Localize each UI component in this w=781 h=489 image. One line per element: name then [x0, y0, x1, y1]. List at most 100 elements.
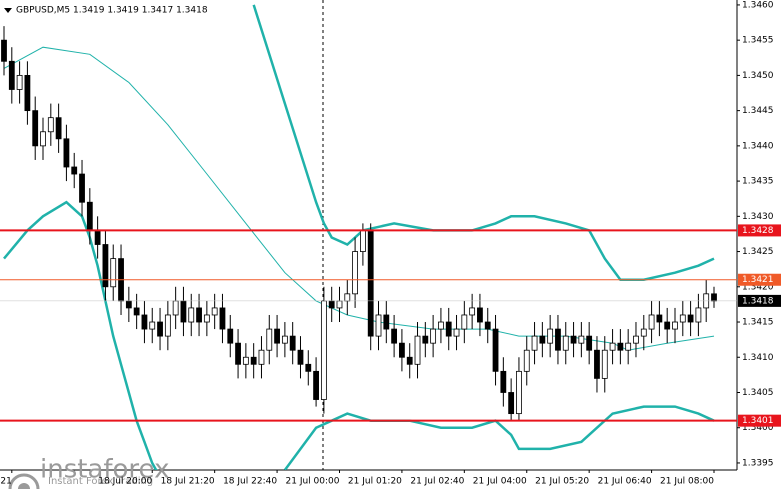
candle-body	[375, 314, 382, 337]
candle-body	[172, 300, 179, 316]
candle-body	[492, 328, 499, 372]
y-tick-label: 1.3420	[742, 282, 774, 292]
candle-body	[609, 342, 616, 351]
candle-body	[336, 300, 343, 309]
candle-body	[625, 342, 632, 351]
candle-body	[422, 335, 429, 344]
candle-body	[383, 314, 390, 330]
candle-body	[188, 307, 195, 323]
candle-body	[141, 314, 148, 330]
y-tick-label: 1.3400	[742, 423, 774, 433]
candle-body	[55, 117, 62, 140]
y-tick-label: 1.3460	[742, 0, 774, 10]
candle-body	[438, 321, 444, 330]
candle-body	[656, 314, 663, 323]
x-tick-label: 21 Jul 01:20	[348, 477, 402, 487]
y-tick-label: 1.3440	[742, 141, 774, 151]
level-label: 1.3421	[742, 275, 774, 285]
candle-body	[102, 244, 109, 288]
candle-body	[672, 321, 678, 330]
y-tick-label: 1.3430	[742, 212, 774, 222]
candle-body	[430, 328, 437, 344]
candle-body	[617, 342, 624, 351]
candle-body	[477, 307, 483, 323]
y-tick-label: 1.3405	[742, 388, 774, 398]
y-tick-label: 1.3445	[742, 106, 774, 116]
logo: instaforex Instant Forex Trading	[0, 455, 180, 489]
candle-body	[110, 258, 117, 288]
candle-body	[601, 349, 608, 379]
candle-body	[344, 293, 351, 302]
candle-body	[695, 307, 702, 323]
current-price-label: 1.3418	[742, 296, 774, 306]
candle-body	[547, 328, 554, 344]
candle-body	[235, 342, 241, 365]
candle-body	[414, 335, 421, 365]
candle-body	[320, 300, 327, 400]
candle-body	[328, 300, 335, 309]
candle-body	[227, 328, 234, 344]
x-tick-label: 21 Jul 08:00	[660, 477, 714, 487]
candle-body	[679, 314, 686, 323]
candle-body	[687, 314, 694, 323]
level-label-bg	[738, 273, 781, 286]
candle-body	[313, 370, 319, 400]
candle-body	[500, 370, 507, 393]
x-tick-label: 21 Jul 00:00	[286, 477, 340, 487]
x-tick-label: 18 Jul 22:40	[223, 477, 277, 487]
candle-body	[71, 166, 78, 175]
candle-body	[16, 74, 23, 90]
candle-body	[305, 363, 312, 372]
candle-body	[352, 251, 358, 295]
candle-body	[63, 138, 70, 168]
candle-body	[539, 335, 546, 344]
logo-tagline: Instant Forex Trading	[48, 476, 153, 487]
candle-body	[219, 307, 226, 330]
candle-body	[562, 335, 569, 351]
x-tick-label: 21 Jul 06:40	[598, 477, 652, 487]
x-tick-label: 21 Jul 04:00	[473, 477, 527, 487]
candle-body	[196, 307, 202, 323]
candle-body	[47, 117, 54, 133]
logo-text: instaforex	[40, 455, 169, 485]
candle-body	[258, 349, 265, 365]
candle-body	[40, 131, 46, 147]
y-tick-label: 1.3415	[742, 318, 774, 328]
candle-body	[180, 300, 187, 323]
x-tick-label: 21 Jul 05:20	[535, 477, 589, 487]
candle-body	[8, 60, 15, 90]
candle-body	[94, 230, 101, 245]
candle-body	[508, 392, 515, 415]
candle-body	[250, 356, 257, 365]
candle-body	[289, 335, 296, 351]
candle-body	[594, 349, 600, 379]
candle-body	[242, 356, 249, 365]
plot	[1, 4, 717, 470]
y-tick-label: 1.3410	[742, 353, 774, 363]
candle-body	[469, 307, 476, 316]
candle-body	[86, 201, 93, 231]
candle-body	[516, 370, 522, 415]
y-tick-label: 1.3395	[742, 458, 774, 468]
candle-body	[367, 230, 374, 337]
level-label-bg	[738, 224, 781, 237]
candle-body	[531, 335, 538, 351]
logo-bg	[0, 472, 180, 489]
candle-body	[640, 328, 647, 337]
candle-body	[125, 300, 132, 309]
candle-body	[164, 314, 171, 337]
candle-body	[297, 349, 304, 365]
logo-icon-core	[18, 483, 30, 489]
candle-body	[484, 321, 491, 330]
candle-body	[149, 321, 156, 330]
candle-body	[133, 307, 140, 316]
y-tick-label: 1.3425	[742, 247, 774, 257]
candle-body	[1, 39, 7, 62]
candle-body	[453, 328, 460, 337]
candle-body	[391, 328, 398, 344]
candle-body	[157, 321, 163, 337]
candle-body	[360, 230, 366, 252]
